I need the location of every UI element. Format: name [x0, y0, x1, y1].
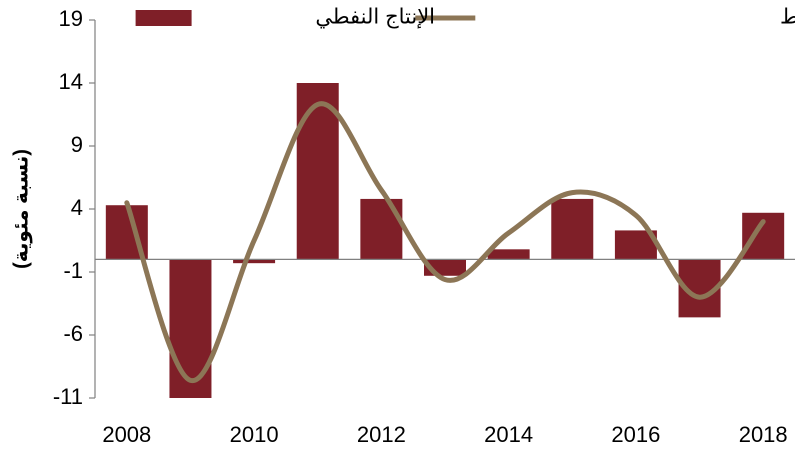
bar	[360, 198, 403, 260]
x-tick-label: 2014	[484, 422, 533, 447]
legend-swatch	[135, 10, 192, 26]
x-tick-label: 2010	[230, 422, 279, 447]
legend-label: الناتج الإجمالي الفعلي لقطاع النفط	[780, 6, 795, 29]
x-tick-label: 2012	[357, 422, 406, 447]
legend-label: الإنتاج النفطي	[315, 6, 435, 30]
bar	[296, 83, 339, 260]
x-tick-label: 2008	[102, 422, 151, 447]
y-tick-label: 19	[59, 6, 83, 31]
x-tick-label: 2018	[739, 422, 788, 447]
line	[124, 101, 766, 383]
y-tick-label: 9	[71, 132, 83, 157]
y-tick-label: 14	[59, 69, 83, 94]
y-tick-label: 4	[71, 195, 83, 220]
bar	[487, 249, 530, 260]
y-tick-label: -6	[63, 321, 83, 346]
x-tick-label: 2016	[611, 422, 660, 447]
bar	[233, 259, 276, 264]
y-axis-label: (نسبة مئوية)	[10, 149, 32, 269]
y-tick-label: -11	[53, 384, 83, 409]
y-tick-label: -1	[63, 258, 83, 283]
bar	[169, 259, 212, 398]
bar	[551, 198, 594, 260]
